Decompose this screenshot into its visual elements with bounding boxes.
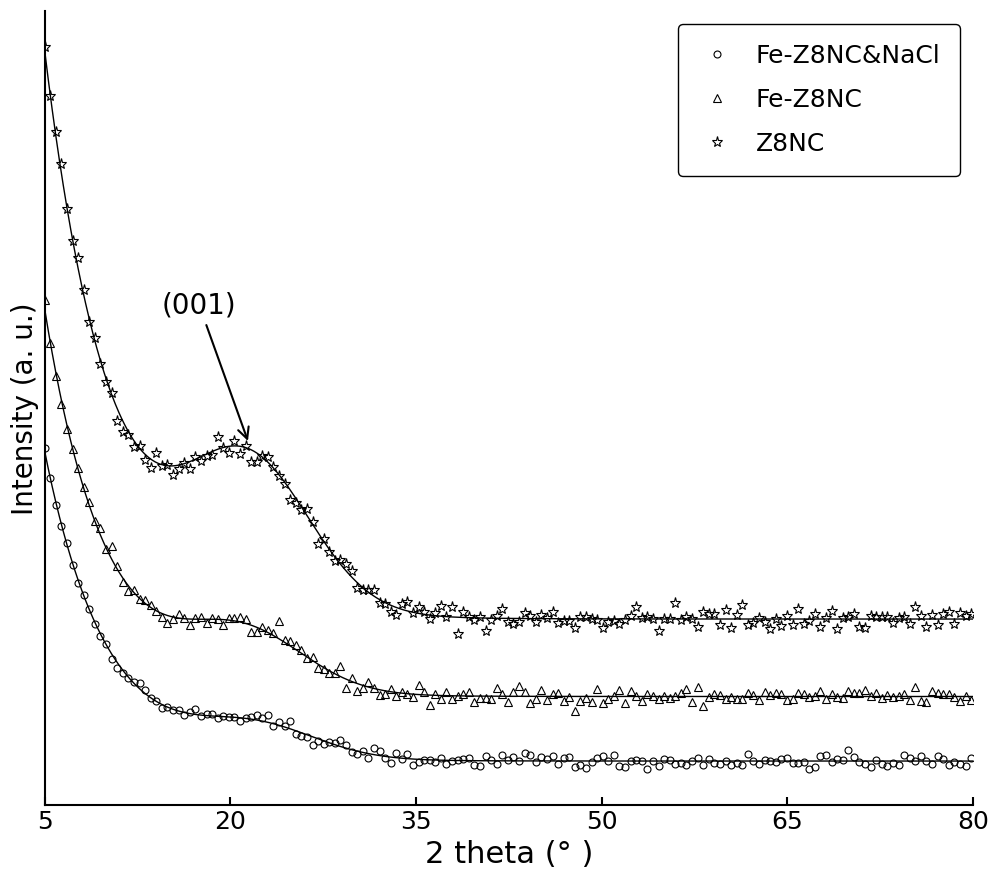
Y-axis label: Intensity (a. u.): Intensity (a. u.) bbox=[11, 302, 39, 515]
Text: (001): (001) bbox=[162, 291, 249, 439]
Legend: Fe-Z8NC&NaCl, Fe-Z8NC, Z8NC: Fe-Z8NC&NaCl, Fe-Z8NC, Z8NC bbox=[678, 24, 960, 176]
X-axis label: 2 theta (° ): 2 theta (° ) bbox=[425, 840, 593, 869]
